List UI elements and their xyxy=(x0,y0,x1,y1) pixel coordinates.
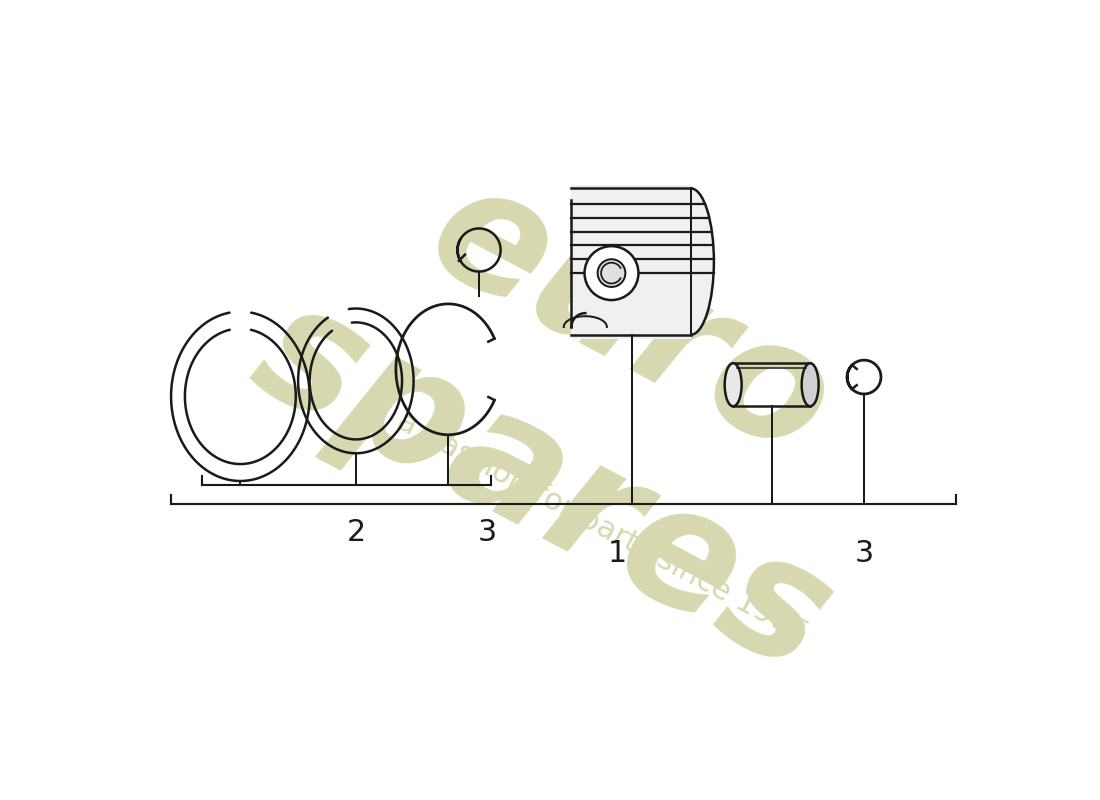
Circle shape xyxy=(597,259,625,287)
Ellipse shape xyxy=(802,363,818,406)
Polygon shape xyxy=(572,185,691,338)
Ellipse shape xyxy=(668,188,714,334)
Text: 3: 3 xyxy=(477,518,496,547)
Ellipse shape xyxy=(725,363,741,406)
Text: a passion for parts since 1985: a passion for parts since 1985 xyxy=(392,406,813,648)
Text: 2: 2 xyxy=(346,518,365,547)
Text: euro
spares: euro spares xyxy=(229,102,945,706)
Circle shape xyxy=(584,246,638,300)
Text: 1: 1 xyxy=(608,538,627,568)
Text: 3: 3 xyxy=(855,538,873,568)
